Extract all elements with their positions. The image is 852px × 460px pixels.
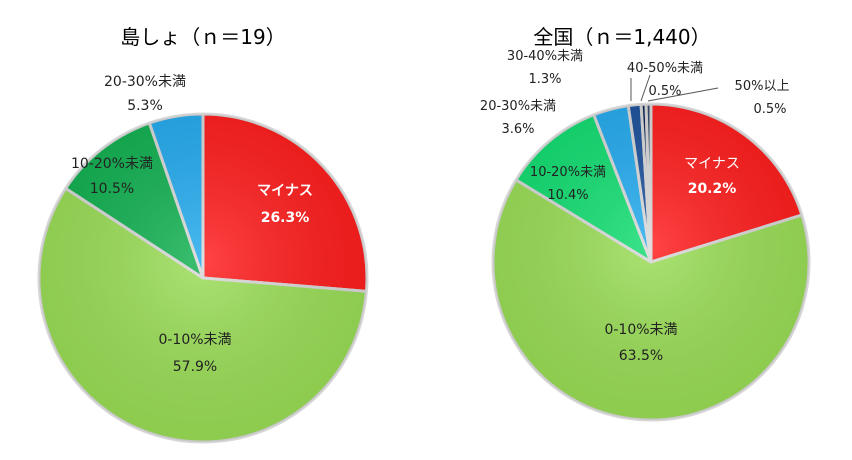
pie1-label-20-30-value: 5.3% (127, 98, 163, 114)
pie1-label-minus-value: 26.3% (261, 210, 310, 226)
pie2-leader-40-50 (640, 74, 651, 102)
pie-chart-national: 全国（ｎ＝1,440） マイナス 20.2% 0-10%未満 63.5% 10-… (480, 25, 811, 422)
pie2-label-0-10-name: 0-10%未満 (604, 322, 677, 338)
pie2-leader-50-plus (647, 87, 719, 102)
pie1-label-20-30-name: 20-30%未満 (104, 74, 186, 90)
pie2-label-minus-name: マイナス (684, 156, 740, 172)
pie2-label-20-30-value: 3.6% (501, 122, 534, 137)
pie2-label-50-plus-value: 0.5% (753, 102, 786, 117)
pie1-label-0-10-value: 57.9% (173, 359, 217, 375)
pie-chart-islands: 島しょ（ｎ＝19） マイナス 26.3% 0-10%未満 57.9% 10-20… (37, 25, 369, 444)
pie-chart-national-title: 全国（ｎ＝1,440） (533, 25, 710, 49)
pie2-label-minus-value: 20.2% (688, 181, 737, 197)
pie2-label-10-20-name: 10-20%未満 (530, 165, 606, 180)
pie1-slice-0 (201, 112, 369, 293)
pie1-label-minus-name: マイナス (257, 183, 313, 199)
pie1-label-10-20-name: 10-20%未満 (71, 156, 153, 172)
pie1-label-10-20-value: 10.5% (90, 181, 134, 197)
pie2-label-30-40-value: 1.3% (528, 72, 561, 87)
pie2-label-20-30-name: 20-30%未満 (480, 99, 556, 114)
pie2-label-10-20-value: 10.4% (547, 188, 588, 203)
pie1-label-0-10-name: 0-10%未満 (158, 332, 231, 348)
pie2-label-40-50-name: 40-50%未満 (627, 61, 703, 76)
pie2-label-0-10-value: 63.5% (619, 348, 663, 364)
pie2-label-50-plus-name: 50%以上 (735, 79, 790, 94)
pie2-label-30-40-name: 30-40%未満 (507, 49, 583, 64)
pie2-label-40-50-value: 0.5% (648, 84, 681, 99)
pie-chart-islands-title: 島しょ（ｎ＝19） (120, 25, 285, 49)
